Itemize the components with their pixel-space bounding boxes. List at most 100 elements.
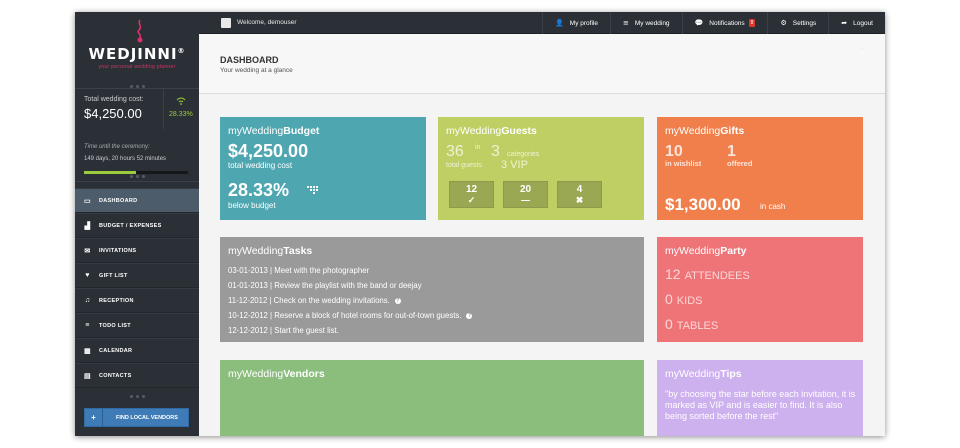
total-cost-value: $4,250.00 [84, 106, 142, 121]
top-link-notifications[interactable]: 💬 Notifications 8 [681, 12, 768, 34]
budget-value: $4,250.00 [228, 141, 309, 161]
budget-percent-label: below budget [228, 201, 276, 210]
welcome-text: Welcome, demouser [237, 19, 297, 26]
page-subtitle: Your wedding at a glance [220, 67, 293, 74]
time-until-label: Time until the ceremony: [84, 144, 150, 150]
guest-status-box[interactable]: 20— [503, 181, 548, 208]
gifts-cash-value: $1,300.00 [665, 195, 741, 214]
sidebar-item-reception[interactable]: ♫ RECEPTION [75, 288, 199, 313]
bar-chart-icon: ▟ [84, 222, 91, 230]
top-link-label: Notifications [709, 19, 745, 27]
sidebar-handle [75, 392, 199, 400]
task-item[interactable]: 01-01-2013 | Review the playlist with th… [228, 278, 472, 293]
top-link-label: Logout [853, 19, 873, 27]
notification-badge: 8 [748, 19, 756, 27]
party-tile[interactable]: myWeddingParty 12 ATTENDEES 0 KIDS 0 TABLES [657, 237, 863, 342]
guests-tile[interactable]: myWeddingGuests 36 in 3 categories total… [438, 117, 644, 220]
dashboard-tiles: myWeddingBudget $4,250.00 total wedding … [75, 12, 885, 436]
task-text: 01-01-2013 | Review the playlist with th… [228, 281, 422, 290]
plus-icon: + [85, 409, 103, 426]
guest-status-box[interactable]: 4 ✖ [557, 181, 602, 208]
guests-categories-label: categories [507, 151, 540, 158]
find-local-vendors-button[interactable]: + FIND LOCAL VENDORS [84, 408, 189, 427]
sidebar-item-contacts[interactable]: ▤ CONTACTS [75, 363, 199, 388]
top-links: 👤 My profile ≡ My wedding 💬 Notifications 8 ⚙ Se… [542, 12, 885, 34]
find-local-vendors-label: FIND LOCAL VENDORS [116, 414, 178, 421]
top-bar: Welcome, demouser 👤 My profile ≡ My wedding… [199, 12, 885, 34]
gifts-offered-label: offered [727, 159, 753, 168]
sidebar-item-label: CALENDAR [99, 347, 133, 354]
top-link-logout[interactable]: ➦ Logout [828, 12, 885, 34]
guest-status-box[interactable]: 12 ✓ [449, 181, 494, 208]
task-text: 12-12-2012 | Start the guest list. [228, 326, 339, 335]
task-item[interactable]: 11-12-2012 | Check on the wedding invita… [228, 293, 472, 308]
sidebar-item-dashboard[interactable]: ▭ DASHBOARD [75, 188, 199, 213]
sidebar-item-label: INVITATIONS [99, 247, 137, 254]
tips-tile-title: myWeddingTips [665, 368, 742, 380]
heart-icon: ♥ [85, 272, 90, 279]
task-item[interactable]: 12-12-2012 | Start the guest list. [228, 323, 472, 338]
sidebar-item-budget-expenses[interactable]: ▟ BUDGET / EXPENSES [75, 213, 199, 238]
budget-tile-title: myWeddingBudget [228, 125, 320, 137]
guests-in-label: in [475, 144, 481, 151]
budget-percent-value: 28.33% [228, 180, 290, 200]
help-icon[interactable]: ? [394, 297, 401, 304]
cross-icon: ✖ [575, 195, 584, 205]
gifts-wishlist-label: in wishlist [665, 159, 702, 168]
app-window: WEDJINNI® your personal wedding planner … [75, 12, 885, 436]
party-tables: 0 TABLES [665, 316, 719, 332]
time-until-value: 149 days, 20 hours 52 minutes [84, 156, 167, 162]
task-item[interactable]: 03-01-2013 | Meet with the photographer [228, 263, 472, 278]
gifts-offered-count: 1 [727, 143, 736, 160]
guests-total-label: total guests [446, 162, 482, 169]
top-link-settings[interactable]: ⚙ Settings [767, 12, 828, 34]
tasks-tile-title: myWeddingTasks [228, 245, 313, 257]
sidebar-item-label: GIFT LIST [99, 272, 128, 279]
sidebar-item-todo-list[interactable]: ≡ TODO LIST [75, 313, 199, 338]
signal-icon [176, 97, 186, 105]
help-icon[interactable]: ? [466, 312, 473, 319]
sidebar-item-label: CONTACTS [99, 372, 132, 379]
sidebar-item-label: TODO LIST [99, 322, 131, 329]
cost-summary: Total wedding cost: $4,250.00 28.33% Tim… [75, 88, 199, 182]
sidebar: WEDJINNI® your personal wedding planner … [75, 12, 199, 436]
gifts-tile[interactable]: myWeddingGifts 10 in wishlist 1 offered … [657, 117, 863, 220]
check-icon: ✓ [467, 195, 476, 205]
budget-tile[interactable]: myWeddingBudget $4,250.00 total wedding … [220, 117, 426, 220]
dash-icon: — [521, 195, 530, 205]
logo[interactable]: WEDJINNI® your personal wedding planner [75, 12, 199, 90]
sidebar-item-gift-list[interactable]: ♥ GIFT LIST [75, 263, 199, 288]
top-link-my-wedding[interactable]: ≡ My wedding [609, 12, 682, 34]
list-icon: ≡ [85, 322, 90, 329]
user-avatar-icon[interactable] [221, 18, 231, 28]
party-kids: 0 KIDS [665, 291, 703, 307]
sidebar-handle [75, 172, 199, 180]
divider [163, 89, 164, 129]
dot-grid-icon [307, 186, 318, 194]
brand-name: WEDJINNI® [88, 44, 186, 63]
gear-icon: ⚙ [780, 19, 787, 27]
tasks-tile[interactable]: myWeddingTasks 03-01-2013 | Meet with th… [220, 237, 644, 342]
sidebar-item-invitations[interactable]: ✉ INVITATIONS [75, 238, 199, 263]
monitor-icon: ▭ [84, 197, 91, 205]
guests-total: 36 [446, 143, 464, 160]
countdown-progress [84, 171, 188, 174]
party-tile-title: myWeddingParty [665, 245, 747, 257]
chat-icon: 💬 [694, 19, 704, 27]
sidebar-item-label: RECEPTION [99, 297, 134, 304]
task-text: 11-12-2012 | Check on the wedding invita… [228, 296, 390, 305]
task-item[interactable]: 10-12-2012 | Reserve a block of hotel ro… [228, 308, 473, 323]
genie-lamp-icon [137, 19, 143, 43]
sidebar-item-calendar[interactable]: ▦ CALENDAR [75, 338, 199, 363]
top-link-my-profile[interactable]: 👤 My profile [542, 12, 610, 34]
task-text: 10-12-2012 | Reserve a block of hotel ro… [228, 311, 462, 320]
user-icon: 👤 [555, 19, 564, 27]
tips-tile[interactable]: myWeddingTips "by choosing the star befo… [657, 360, 863, 436]
party-attendees: 12 ATTENDEES [665, 266, 750, 282]
guests-tile-title: myWeddingGuests [446, 125, 537, 137]
guest-status-count: 20 [519, 184, 532, 195]
countdown-progress-fill [84, 171, 136, 174]
guest-status-count: 4 [576, 184, 583, 195]
gifts-cash-label: in cash [760, 202, 786, 211]
vendors-tile[interactable]: myWeddingVendors [220, 360, 644, 436]
